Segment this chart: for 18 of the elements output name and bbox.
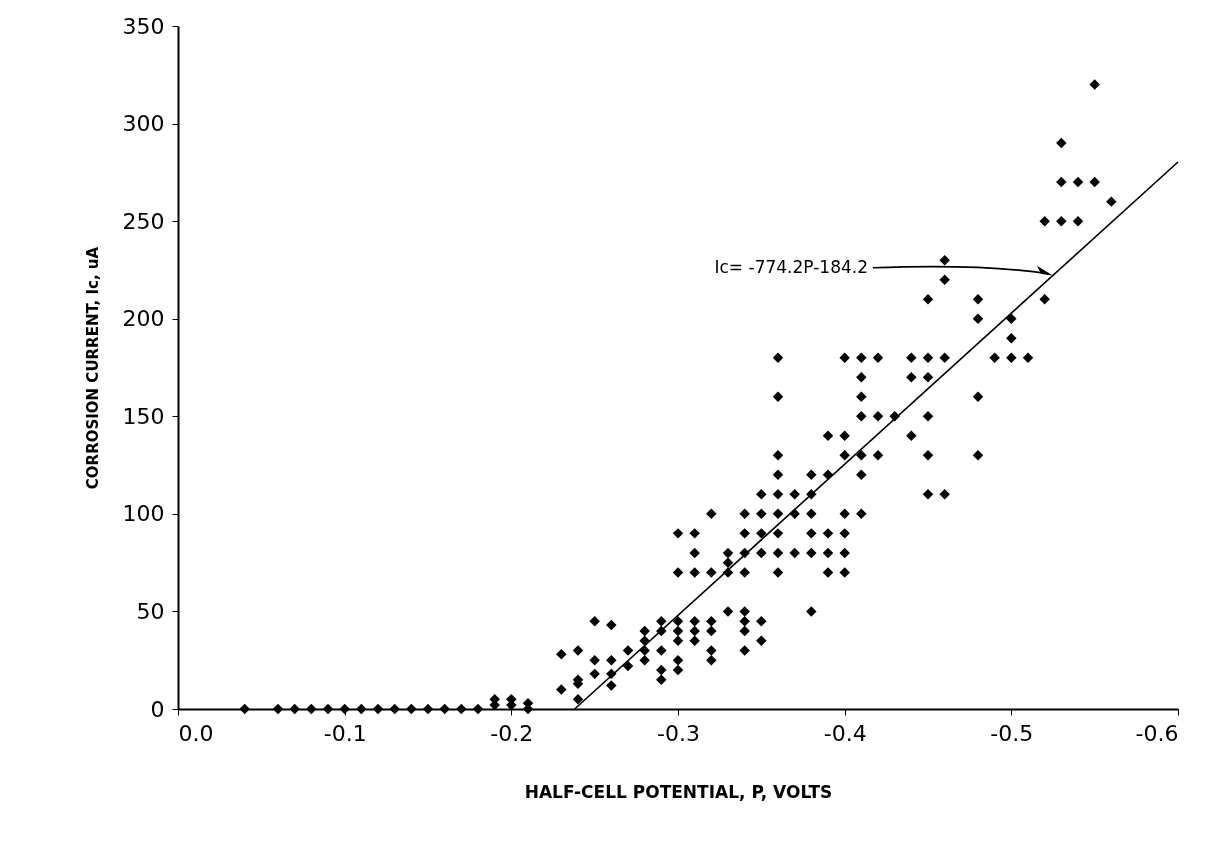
x-tick-label: -0.3 [657,720,700,746]
x-tick-label: -0.6 [1135,720,1179,746]
x-tick-label: -0.2 [490,720,534,746]
y-tick-label: 300 [122,111,165,137]
y-tick-label: 350 [122,13,165,39]
y-axis-title: CORROSION CURRENT, Ic, uA [83,246,102,490]
x-tick-label: -0.5 [990,720,1034,746]
y-tick-label: 50 [136,598,165,624]
x-tick-label: 0.0 [178,720,214,746]
annotation: Ic= -774.2P-184.2 [714,256,868,277]
x-tick-label: -0.1 [323,720,367,746]
y-tick-label: 0 [150,696,165,722]
x-tick-label: -0.4 [823,720,867,746]
y-tick-label: 200 [122,306,165,332]
y-tick-label: 150 [122,403,165,429]
y-tick-label: 250 [122,208,165,234]
y-tick-label: 100 [122,501,165,527]
x-axis-title: HALF-CELL POTENTIAL, P, VOLTS [524,781,833,802]
